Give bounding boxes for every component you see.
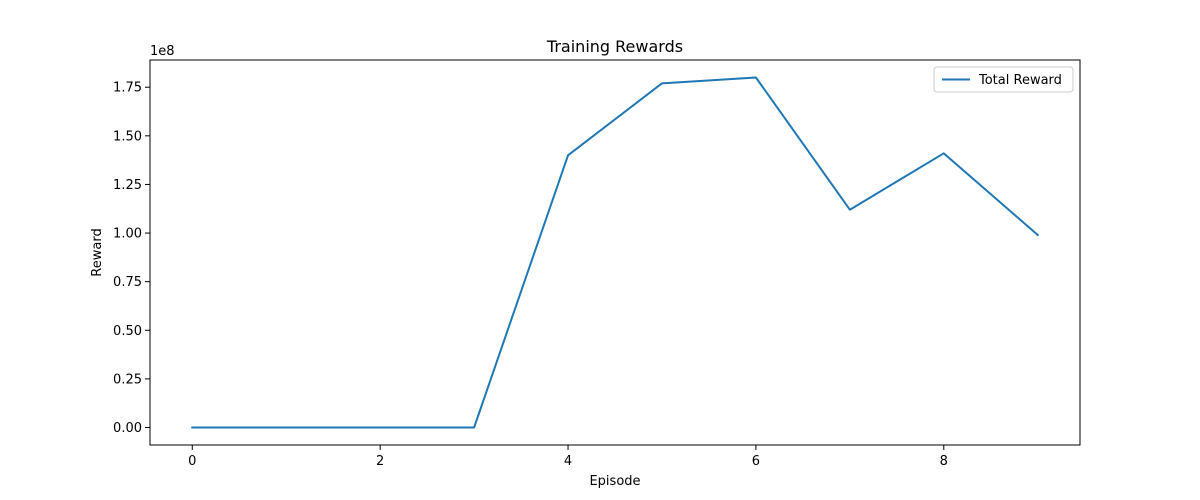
data-point xyxy=(942,152,945,155)
axis-ticks: 0 2 4 6 8 0.00 0.25 0.50 0.75 1.00 1.25 1.50 1.75 xyxy=(113,81,948,469)
x-tick-label: 4 xyxy=(564,454,572,469)
chart-title: Training Rewards xyxy=(546,37,683,56)
legend: Total Reward xyxy=(933,66,1074,93)
y-axis-offset-label: 1e8 xyxy=(150,44,175,59)
y-axis-title: Reward xyxy=(90,228,105,276)
x-tick-label: 2 xyxy=(376,454,384,469)
data-point xyxy=(285,426,288,429)
data-point xyxy=(661,82,663,85)
data-point xyxy=(379,426,381,429)
y-tick-label: 1.75 xyxy=(113,81,142,96)
series-layer xyxy=(191,76,1040,429)
y-tick-label: 0.00 xyxy=(113,421,142,436)
y-tick-label: 0.75 xyxy=(113,275,142,290)
series-line-total-reward xyxy=(191,76,1040,429)
x-axis-title: Episode xyxy=(589,474,640,489)
x-tick-label: 8 xyxy=(940,454,948,469)
data-point xyxy=(191,426,194,429)
data-point xyxy=(567,154,569,157)
y-tick-label: 1.00 xyxy=(113,227,142,242)
data-point xyxy=(755,76,757,79)
y-tick-label: 0.50 xyxy=(113,324,142,339)
x-tick-label: 0 xyxy=(188,454,196,469)
data-point xyxy=(1036,234,1039,236)
data-point xyxy=(473,426,475,429)
y-tick-label: 0.25 xyxy=(113,372,142,387)
plot-area-frame xyxy=(149,59,1081,446)
legend-box xyxy=(933,66,1074,93)
data-point xyxy=(849,208,851,211)
y-tick-label: 1.25 xyxy=(113,178,142,193)
y-tick-label: 1.50 xyxy=(113,129,142,144)
x-tick-label: 6 xyxy=(752,454,760,469)
legend-label: Total Reward xyxy=(978,73,1062,88)
